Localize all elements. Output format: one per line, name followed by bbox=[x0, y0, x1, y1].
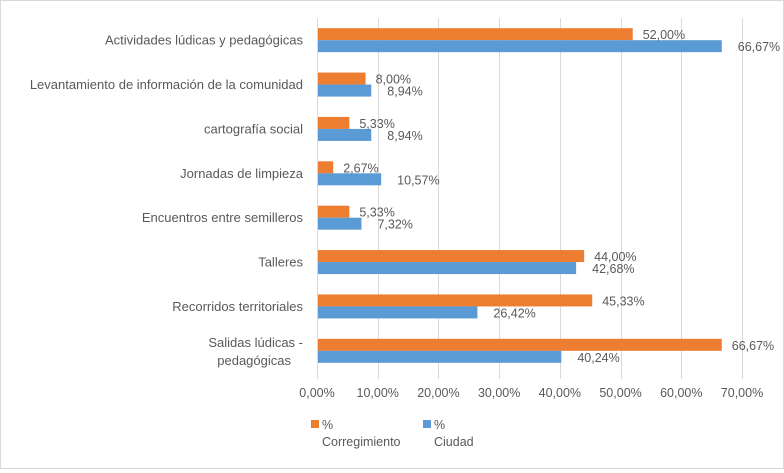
legend-swatch-ciudad bbox=[423, 420, 431, 428]
legend-label: Corregimiento bbox=[322, 435, 401, 449]
data-label: 8,00% bbox=[376, 73, 411, 87]
bar-ciudad bbox=[317, 173, 382, 186]
x-tick-label: 0,00% bbox=[299, 386, 334, 400]
legend: % Corregimiento% Ciudad bbox=[311, 418, 474, 449]
bar-corregimiento bbox=[317, 338, 722, 351]
bar-corregimiento bbox=[317, 161, 334, 174]
bar-ciudad bbox=[317, 128, 372, 141]
bar-ciudad bbox=[317, 84, 372, 97]
data-label: 2,67% bbox=[343, 161, 378, 175]
data-label: 42,68% bbox=[592, 262, 634, 276]
x-tick-label: 70,00% bbox=[721, 386, 763, 400]
x-tick-label: 10,00% bbox=[357, 386, 399, 400]
data-label: 5,33% bbox=[359, 117, 394, 131]
category-label: Talleres bbox=[258, 255, 303, 270]
bar-corregimiento bbox=[317, 28, 633, 41]
category-label: Recorridos territoriales bbox=[172, 299, 303, 314]
category-labels: Actividades lúdicas y pedagógicas Levanta… bbox=[30, 33, 304, 368]
data-label: 44,00% bbox=[594, 250, 636, 264]
data-label: 66,67% bbox=[732, 339, 774, 353]
x-tick-label: 20,00% bbox=[417, 386, 459, 400]
x-tick-labels: 0,00% 10,00% 20,00% 30,00% 40,00% 50,00% 60,00… bbox=[299, 386, 763, 400]
data-label: 7,32% bbox=[377, 218, 412, 232]
category-label: Encuentros entre semilleros bbox=[142, 210, 304, 225]
data-label: 5,33% bbox=[359, 206, 394, 220]
category-label: pedagógicas bbox=[217, 353, 291, 368]
category-label: Jornadas de limpieza bbox=[180, 166, 304, 181]
data-labels: 52,00%66,67%8,00%8,94%5,33%8,94%2,67%10,… bbox=[343, 28, 780, 365]
x-tick-label: 60,00% bbox=[660, 386, 702, 400]
x-tick-label: 50,00% bbox=[599, 386, 641, 400]
legend-swatch-corregimiento bbox=[311, 420, 319, 428]
bar-corregimiento bbox=[317, 72, 366, 85]
bar-corregimiento bbox=[317, 250, 585, 263]
data-label: 40,24% bbox=[577, 351, 619, 365]
bar-ciudad bbox=[317, 262, 577, 275]
bar-ciudad bbox=[317, 306, 478, 319]
data-label: 8,94% bbox=[387, 85, 422, 99]
bar-ciudad bbox=[317, 350, 562, 363]
data-label: 8,94% bbox=[387, 129, 422, 143]
legend-label: % bbox=[434, 418, 445, 432]
data-label: 52,00% bbox=[643, 28, 685, 42]
category-label: Salidas lúdicas - bbox=[208, 335, 303, 350]
legend-label: Ciudad bbox=[434, 435, 474, 449]
bar-ciudad bbox=[317, 217, 362, 230]
bar-corregimiento bbox=[317, 205, 350, 218]
data-label: 66,67% bbox=[738, 40, 780, 54]
data-label: 26,42% bbox=[493, 306, 535, 320]
bar-corregimiento bbox=[317, 116, 350, 129]
x-tick-label: 30,00% bbox=[478, 386, 520, 400]
bars bbox=[317, 28, 722, 363]
category-label: Actividades lúdicas y pedagógicas bbox=[105, 33, 304, 48]
bar-ciudad bbox=[317, 40, 722, 53]
legend-label: % bbox=[322, 418, 333, 432]
category-label: Levantamiento de información de la comun… bbox=[30, 77, 303, 92]
bar-corregimiento bbox=[317, 294, 593, 307]
category-label: cartografía social bbox=[204, 121, 303, 136]
gridlines bbox=[378, 18, 743, 379]
data-label: 45,33% bbox=[602, 294, 644, 308]
x-tick-label: 40,00% bbox=[539, 386, 581, 400]
data-label: 10,57% bbox=[397, 173, 439, 187]
